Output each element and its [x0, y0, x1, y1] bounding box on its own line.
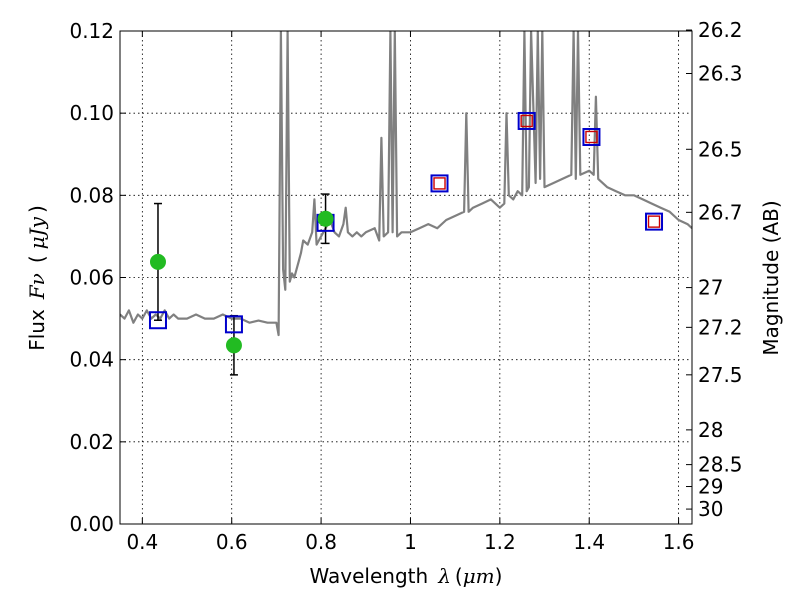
- y-tick-label: 0.00: [69, 512, 114, 536]
- y-tick-label: 0.08: [69, 183, 114, 207]
- synthetic-photometry-point: [433, 177, 446, 190]
- y2-tick-label: 26.3: [698, 62, 743, 86]
- y2-tick-label: 26.5: [698, 137, 743, 161]
- x-tick-label: 0.6: [216, 530, 248, 554]
- y2-tick-label: 27.5: [698, 363, 743, 387]
- observed-photometry-point: [317, 210, 334, 227]
- y2-tick-label: 29: [698, 475, 723, 499]
- plot-series: [120, 31, 692, 376]
- synthetic-photometry-point: [647, 215, 661, 228]
- model-photometry-point: [645, 212, 664, 231]
- observed-photometry-point: [149, 253, 166, 270]
- model-photometry-point: [430, 174, 449, 193]
- synthetic-photometry-point: [585, 130, 598, 144]
- model-photometry-point: [582, 127, 601, 146]
- x-tick-label: 0.4: [126, 530, 158, 554]
- x-tick-label: 1.2: [484, 530, 516, 554]
- y2-tick-label: 26.7: [698, 200, 743, 224]
- y2-tick-label: 30: [698, 497, 723, 521]
- y2-tick-label: 27.2: [698, 315, 743, 339]
- y-tick-label: 0.12: [69, 19, 114, 43]
- y2-tick-label: 28.5: [698, 453, 743, 477]
- model-photometry-point: [148, 311, 167, 330]
- x-tick-label: 0.8: [305, 530, 337, 554]
- y2-tick-label: 26.2: [698, 18, 743, 42]
- x-tick-label: 1.4: [573, 530, 605, 554]
- x-axis-title: Wavelength λ (μm): [310, 564, 503, 588]
- model-photometry-point: [224, 315, 243, 334]
- observed-photometry-point: [225, 337, 242, 354]
- y-tick-label: 0.04: [69, 348, 114, 372]
- y2-tick-label: 28: [698, 418, 723, 442]
- y-tick-label: 0.06: [69, 266, 114, 290]
- synthetic-photometry-point: [520, 114, 533, 128]
- x-tick-label: 1.6: [663, 530, 695, 554]
- x-tick-label: 1: [404, 530, 417, 554]
- y2-tick-label: 27: [698, 276, 723, 300]
- axes: 0.4 0.6 0.8 1 1.2 1.4 1.6 0.00 0.02 0.04 0.06 0.08 0…: [69, 18, 742, 554]
- y-tick-label: 0.10: [69, 101, 114, 125]
- model-photometry-point: [517, 111, 536, 130]
- y-tick-label: 0.02: [69, 430, 114, 454]
- y2-axis-title: Magnitude (AB): [759, 200, 783, 355]
- y-axis-title: FluxFν(μJy): [25, 205, 49, 351]
